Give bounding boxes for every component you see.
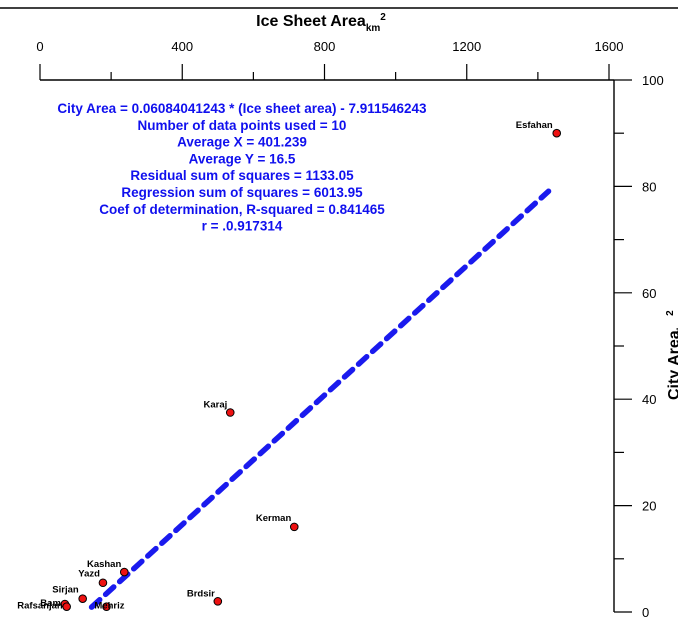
stats-line: r = .0.917314 — [202, 219, 283, 234]
x-tick-label: 0 — [36, 39, 43, 54]
stats-line: Coef of determination, R-squared = 0.841… — [99, 202, 385, 217]
data-point — [78, 594, 87, 604]
y-tick-label: 80 — [642, 179, 656, 194]
data-point — [62, 602, 71, 611]
point-label: Kashan — [87, 559, 122, 570]
data-point — [119, 567, 129, 577]
regression-line — [88, 188, 552, 610]
data-point — [289, 522, 299, 532]
stats-line: Number of data points used = 10 — [138, 118, 347, 133]
point-label: Brdsir — [187, 588, 215, 599]
y-tick-label: 40 — [642, 392, 656, 407]
stats-line: Average Y = 16.5 — [189, 151, 296, 166]
x-tick-label: 800 — [314, 39, 336, 54]
data-point — [213, 597, 223, 606]
x-tick-label: 1600 — [595, 39, 624, 54]
point-label: Sirjan — [52, 585, 79, 596]
y-axis-title: City Areakm2 — [665, 310, 678, 400]
x-axis-title: Ice Sheet Areakm2 — [256, 12, 386, 34]
point-label: Rafsanjan — [17, 601, 63, 612]
data-point — [102, 602, 111, 611]
stats-line: Regression sum of squares = 6013.95 — [121, 185, 363, 200]
y-tick-label: 100 — [642, 73, 664, 88]
stats-line: City Area = 0.06084041243 * (Ice sheet a… — [57, 101, 427, 116]
y-tick-label: 60 — [642, 286, 656, 301]
data-point — [98, 578, 108, 588]
point-label: Mehriz — [94, 601, 124, 612]
x-axis-ticks: 0 400 800 1200 1600 — [36, 39, 623, 80]
x-tick-label: 400 — [171, 39, 193, 54]
y-axis-ticks: 0 20 40 60 80 100 — [614, 73, 664, 617]
data-point — [552, 128, 562, 138]
point-label: Esfahan — [516, 120, 553, 131]
y-tick-label: 20 — [642, 499, 656, 514]
y-tick-label: 0 — [642, 605, 649, 617]
point-label: Bam — [40, 598, 61, 609]
data-point — [225, 408, 235, 417]
point-label: Karaj — [203, 400, 227, 411]
regression-stats: City Area = 0.06084041243 * (Ice sheet a… — [57, 101, 427, 234]
x-tick-label: 1200 — [452, 39, 481, 54]
point-label: Kerman — [256, 513, 292, 524]
stats-line: Residual sum of squares = 1133.05 — [130, 168, 354, 183]
stats-line: Average X = 401.239 — [177, 135, 307, 150]
point-label: Yazd — [78, 569, 100, 580]
